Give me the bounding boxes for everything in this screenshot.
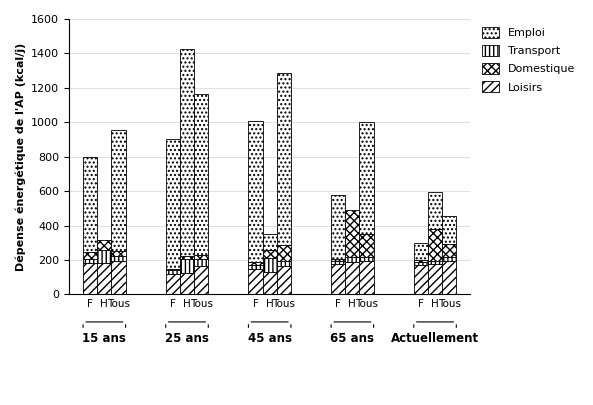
Text: 45 ans: 45 ans xyxy=(248,332,292,345)
Bar xyxy=(166,270,180,274)
Bar xyxy=(345,256,359,262)
Bar xyxy=(442,261,456,294)
Bar xyxy=(248,121,263,262)
Bar xyxy=(331,259,345,261)
Bar xyxy=(263,234,277,249)
Bar xyxy=(180,273,194,294)
Bar xyxy=(414,243,428,260)
Bar xyxy=(166,269,180,270)
Text: 15 ans: 15 ans xyxy=(82,332,126,345)
Bar xyxy=(359,256,374,261)
Bar xyxy=(180,256,194,259)
Bar xyxy=(331,196,345,259)
Bar xyxy=(442,244,456,256)
Bar xyxy=(194,259,208,266)
Bar xyxy=(194,94,208,255)
Bar xyxy=(111,130,126,251)
Bar xyxy=(331,261,345,264)
Bar xyxy=(166,274,180,294)
Text: 65 ans: 65 ans xyxy=(330,332,374,345)
Bar xyxy=(277,261,291,266)
Bar xyxy=(277,245,291,261)
Bar xyxy=(83,252,97,259)
Bar xyxy=(111,251,126,256)
Bar xyxy=(248,269,263,294)
Bar xyxy=(83,263,97,294)
Bar xyxy=(180,49,194,256)
Text: Actuellement: Actuellement xyxy=(391,332,479,345)
Bar xyxy=(359,234,374,256)
Text: 25 ans: 25 ans xyxy=(165,332,209,345)
Legend: Emploi, Transport, Domestique, Loisirs: Emploi, Transport, Domestique, Loisirs xyxy=(480,25,578,95)
Bar xyxy=(414,262,428,265)
Bar xyxy=(97,240,111,249)
Bar xyxy=(166,139,180,269)
Bar xyxy=(414,265,428,294)
Bar xyxy=(359,122,374,234)
Bar xyxy=(263,249,277,258)
Bar xyxy=(180,259,194,273)
Bar xyxy=(428,261,442,264)
Bar xyxy=(428,264,442,294)
Bar xyxy=(194,255,208,259)
Y-axis label: Dépense énergétique de l'AP (kcal/j): Dépense énergétique de l'AP (kcal/j) xyxy=(15,43,25,271)
Bar xyxy=(442,216,456,244)
Bar xyxy=(359,261,374,294)
Bar xyxy=(331,264,345,294)
Bar xyxy=(83,157,97,252)
Bar xyxy=(277,73,291,245)
Bar xyxy=(248,262,263,265)
Bar xyxy=(248,265,263,269)
Bar xyxy=(111,261,126,294)
Bar xyxy=(97,263,111,294)
Bar xyxy=(428,192,442,229)
Bar xyxy=(111,256,126,261)
Bar xyxy=(97,249,111,263)
Bar xyxy=(263,272,277,294)
Bar xyxy=(345,210,359,256)
Bar xyxy=(345,262,359,294)
Bar xyxy=(194,266,208,294)
Bar xyxy=(442,256,456,261)
Bar xyxy=(277,266,291,294)
Bar xyxy=(83,259,97,263)
Bar xyxy=(263,258,277,272)
Bar xyxy=(428,229,442,261)
Bar xyxy=(414,260,428,262)
